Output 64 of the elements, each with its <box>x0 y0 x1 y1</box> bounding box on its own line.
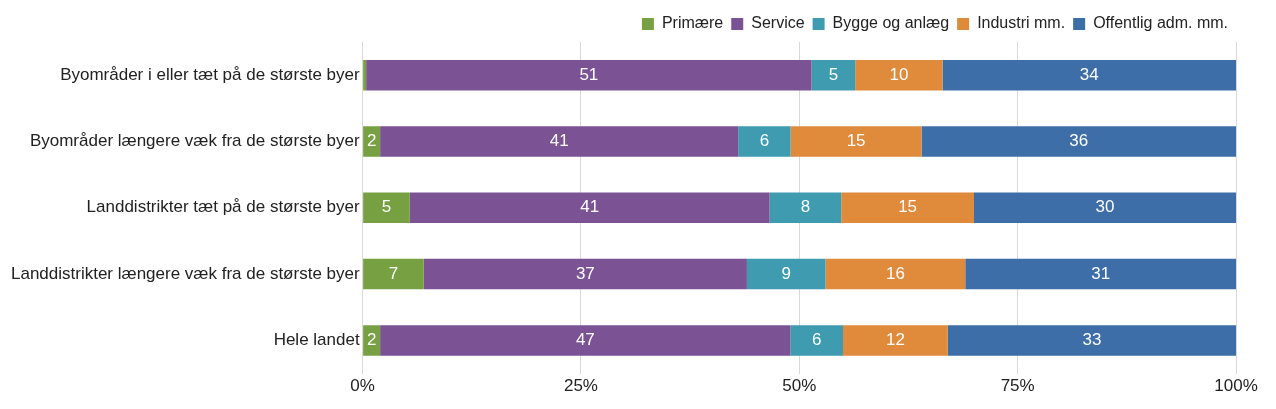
y-tick-label: Byområder længere væk fra de største byer <box>29 131 360 151</box>
bar <box>921 126 1236 157</box>
bar <box>746 258 826 290</box>
x-tick-label: 25% <box>563 376 598 396</box>
bar <box>380 325 791 356</box>
x-tick-label: 0% <box>350 376 375 396</box>
data-label: 10 <box>889 64 909 84</box>
data-label: 5 <box>828 64 839 84</box>
data-label: 41 <box>549 131 569 151</box>
legend-label: Service <box>751 14 805 32</box>
data-label: 2 <box>366 330 377 350</box>
x-tick-label: 100% <box>1214 376 1258 396</box>
data-label: 8 <box>800 197 811 217</box>
x-tick-label: 50% <box>782 376 817 396</box>
bar <box>363 126 381 157</box>
y-tick-label: Landdistrikter længere væk fra de største byer <box>10 263 360 283</box>
data-label: 16 <box>885 263 905 283</box>
legend-label: Bygge og anlæg <box>832 14 950 32</box>
data-label: 30 <box>1095 197 1115 217</box>
bar <box>380 126 739 157</box>
bar <box>965 258 1236 290</box>
legend-label: Offentlig adm. mm. <box>1093 14 1228 32</box>
y-tick-label: Byområder i eller tæt på de største byer <box>60 64 360 84</box>
bar <box>423 258 747 290</box>
bar <box>363 59 367 91</box>
data-label: 6 <box>812 330 822 350</box>
bar <box>942 59 1236 91</box>
bar <box>841 192 974 224</box>
bar <box>363 258 424 290</box>
legend-label: Primære <box>661 14 724 32</box>
bar <box>363 325 381 356</box>
y-tick-label: Landdistrikter tæt på de største byer <box>86 197 360 217</box>
bar <box>790 325 843 356</box>
bar <box>409 192 770 224</box>
bar <box>825 258 966 290</box>
data-label: 34 <box>1079 64 1099 84</box>
bar <box>973 192 1236 224</box>
data-label: 12 <box>885 330 905 350</box>
data-label: 9 <box>781 263 791 283</box>
bar <box>855 59 943 91</box>
data-label: 36 <box>1069 131 1089 151</box>
bar <box>738 126 791 157</box>
legend-label: Industri mm. <box>977 14 1066 32</box>
bar <box>363 192 410 224</box>
bar <box>842 325 948 356</box>
data-label: 51 <box>579 64 599 84</box>
data-label: 41 <box>580 197 600 217</box>
data-label: 7 <box>388 263 399 283</box>
data-label: 47 <box>575 330 595 350</box>
data-label: 5 <box>381 197 392 217</box>
bar <box>811 59 856 91</box>
data-label: 33 <box>1082 330 1102 350</box>
data-label: 31 <box>1091 263 1111 283</box>
data-label: 15 <box>898 197 918 217</box>
data-label: 2 <box>366 131 377 151</box>
data-label: 37 <box>575 263 595 283</box>
bar <box>790 126 922 157</box>
y-tick-label: Hele landet <box>273 330 360 350</box>
bar <box>366 59 812 91</box>
bar <box>769 192 842 224</box>
bar <box>947 325 1236 356</box>
data-label: 15 <box>846 131 866 151</box>
x-tick-label: 75% <box>1000 376 1035 396</box>
data-label: 6 <box>759 131 770 151</box>
